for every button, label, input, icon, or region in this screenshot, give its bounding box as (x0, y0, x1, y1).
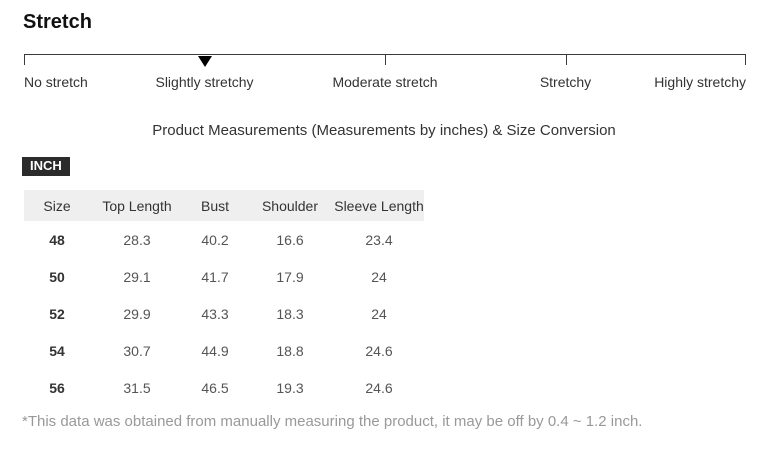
column-header-bust: Bust (184, 190, 246, 221)
measurement-cell: 24 (371, 268, 387, 285)
scale-label-stretchy: Stretchy (539, 74, 592, 90)
scale-label-moderate-stretch: Moderate stretch (332, 74, 438, 90)
measurement-cell: 43.3 (201, 305, 229, 322)
measurements-table: Size Top Length Bust Shoulder Sleeve Len… (24, 190, 424, 406)
table-row: 52 29.9 43.3 18.3 24 (24, 295, 424, 332)
page-title: Stretch (23, 11, 92, 33)
measurement-cell: 29.9 (123, 305, 151, 322)
scale-labels: No stretch Slightly stretchy Moderate st… (24, 74, 746, 92)
stretch-scale: No stretch Slightly stretchy Moderate st… (24, 54, 746, 94)
scale-label-no-stretch: No stretch (24, 74, 88, 90)
table-header-row: Size Top Length Bust Shoulder Sleeve Len… (24, 190, 424, 221)
table-row: 50 29.1 41.7 17.9 24 (24, 258, 424, 295)
column-header-top-length: Top Length (90, 190, 184, 221)
column-header-size: Size (24, 190, 90, 221)
section-title: Product Measurements (Measurements by in… (152, 122, 616, 139)
unit-toggle-inch[interactable]: INCH (22, 157, 70, 176)
size-cell: 52 (49, 305, 65, 322)
size-cell: 54 (49, 342, 65, 359)
measurement-cell: 44.9 (201, 342, 229, 359)
measurement-cell: 23.4 (365, 231, 393, 248)
measurement-disclaimer: *This data was obtained from manually me… (22, 413, 643, 430)
measurement-cell: 19.3 (276, 379, 304, 396)
size-cell: 48 (49, 231, 65, 248)
measurement-cell: 24 (371, 305, 387, 322)
size-cell: 50 (49, 268, 65, 285)
measurement-cell: 31.5 (123, 379, 151, 396)
measurement-cell: 24.6 (365, 342, 393, 359)
measurement-cell: 18.8 (276, 342, 304, 359)
scale-label-highly-stretchy: Highly stretchy (654, 74, 746, 90)
scale-tick (24, 54, 25, 65)
scale-tick (745, 54, 746, 65)
scale-tick (565, 54, 567, 65)
measurement-cell: 16.6 (276, 231, 304, 248)
table-row: 48 28.3 40.2 16.6 23.4 (24, 221, 424, 258)
column-header-sleeve-length: Sleeve Length (334, 190, 424, 221)
column-header-shoulder: Shoulder (246, 190, 334, 221)
measurement-cell: 46.5 (201, 379, 229, 396)
measurement-cell: 28.3 (123, 231, 151, 248)
measurement-cell: 17.9 (276, 268, 304, 285)
measurement-cell: 40.2 (201, 231, 229, 248)
size-cell: 56 (49, 379, 65, 396)
scale-tick (385, 54, 386, 65)
measurement-cell: 30.7 (123, 342, 151, 359)
scale-label-slightly-stretchy: Slightly stretchy (155, 74, 254, 90)
table-row: 56 31.5 46.5 19.3 24.6 (24, 369, 424, 406)
measurement-cell: 29.1 (123, 268, 151, 285)
measurement-cell: 18.3 (276, 305, 304, 322)
table-row: 54 30.7 44.9 18.8 24.6 (24, 332, 424, 369)
stretch-indicator-icon (197, 56, 212, 67)
measurement-cell: 41.7 (201, 268, 229, 285)
measurement-cell: 24.6 (365, 379, 393, 396)
